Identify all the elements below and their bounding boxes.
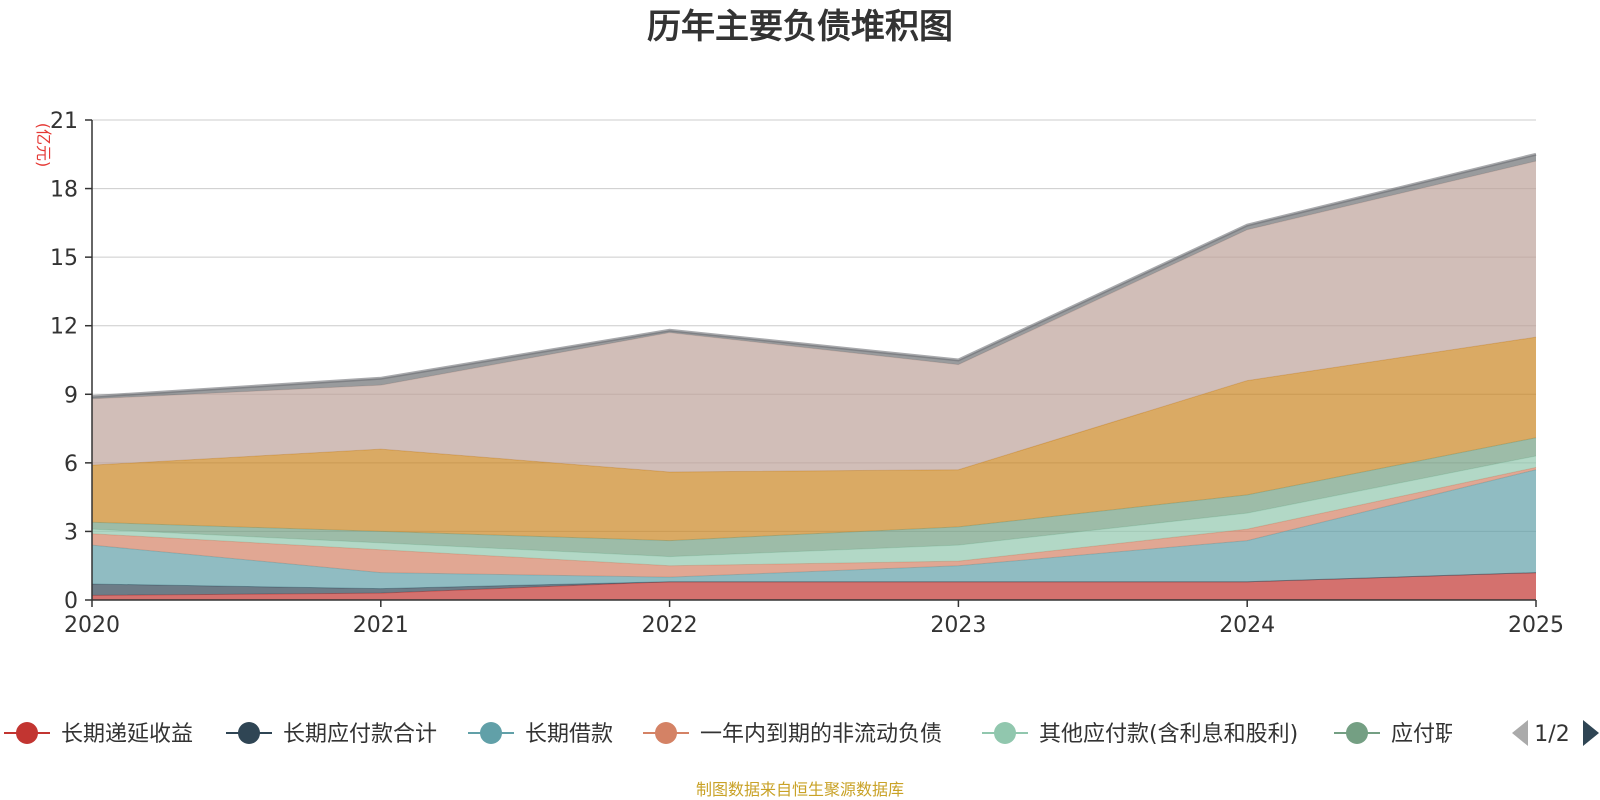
area-series-8 (92, 161, 1536, 472)
y-tick-label: 15 (50, 246, 78, 271)
legend-item[interactable]: 应付职 (1334, 722, 1457, 747)
y-tick-label: 0 (64, 589, 78, 614)
legend-marker-icon (238, 722, 260, 744)
area-series-7 (92, 337, 1536, 541)
area-series-2 (92, 572, 1536, 596)
y-tick-label: 21 (50, 109, 78, 134)
y-tick-label: 3 (64, 520, 78, 545)
legend-marker-icon (994, 722, 1016, 744)
x-tick-label: 2021 (353, 613, 409, 638)
x-tick-label: 2025 (1508, 613, 1564, 638)
legend-item[interactable]: 长期应付款合计 (226, 722, 437, 747)
area-series-3 (92, 469, 1536, 589)
legend-prev-icon[interactable] (1512, 720, 1528, 746)
y-axis-unit: (亿元) (34, 123, 53, 168)
area-series (91, 152, 1537, 600)
x-tick-label: 2024 (1219, 613, 1275, 638)
x-tick-label: 2022 (642, 613, 698, 638)
legend: 长期递延收益 长期应付款合计 长期借款 一年内到期的非流动负债 其他应付款(含利息和股利… (4, 722, 1457, 747)
source-note: 制图数据来自恒生聚源数据库 (696, 780, 904, 799)
legend-label: 长期借款 (525, 722, 613, 747)
area-series-1 (92, 572, 1536, 600)
legend-label: 长期递延收益 (61, 722, 193, 747)
legend-item[interactable]: 长期借款 (468, 722, 613, 747)
axes (91, 120, 1536, 601)
legend-item[interactable]: 长期递延收益 (4, 722, 193, 747)
legend-marker-icon (480, 722, 502, 744)
legend-item[interactable]: 一年内到期的非流动负债 (643, 722, 942, 747)
y-tick-label: 9 (64, 383, 78, 408)
y-tick-label: 6 (64, 452, 78, 477)
y-tick-labels: 0 3 6 9 12 15 18 21 (50, 109, 92, 614)
legend-label: 其他应付款(含利息和股利) (1039, 722, 1298, 747)
x-tick-label: 2023 (930, 613, 986, 638)
area-series-9-line (91, 152, 1537, 399)
legend-label: 一年内到期的非流动负债 (700, 722, 942, 747)
legend-marker-icon (1346, 722, 1368, 744)
y-tick-label: 18 (50, 178, 78, 203)
legend-items: 长期递延收益 长期应付款合计 长期借款 一年内到期的非流动负债 其他应付款(含利息和股利… (4, 722, 1457, 747)
area-series-6 (92, 437, 1536, 557)
legend-label: 应付职 (1391, 722, 1457, 747)
legend-marker-icon (655, 722, 677, 744)
legend-page-indicator: 1/2 (1534, 722, 1569, 747)
legend-pager: 1/2 (1512, 720, 1599, 747)
legend-item[interactable]: 其他应付款(含利息和股利) (982, 722, 1298, 747)
x-tick-labels: 2020 2021 2022 2023 2024 2025 (64, 600, 1564, 638)
legend-next-icon[interactable] (1583, 720, 1599, 746)
legend-marker-icon (16, 722, 38, 744)
y-tick-label: 12 (50, 315, 78, 340)
x-tick-label: 2020 (64, 613, 120, 638)
chart-title: 历年主要负债堆积图 (647, 7, 953, 47)
legend-label: 长期应付款合计 (283, 722, 437, 747)
